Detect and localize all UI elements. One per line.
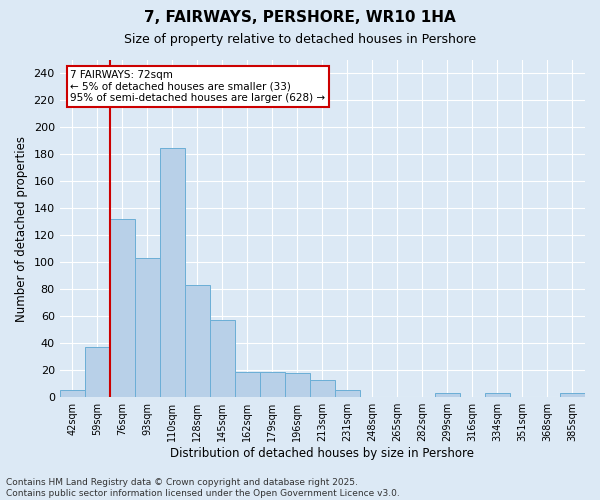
Bar (485, 393, 510, 397)
Text: 7, FAIRWAYS, PERSHORE, WR10 1HA: 7, FAIRWAYS, PERSHORE, WR10 1HA (144, 10, 456, 25)
Bar (160, 148, 185, 397)
Bar (135, 258, 160, 397)
Text: Contains HM Land Registry data © Crown copyright and database right 2025.
Contai: Contains HM Land Registry data © Crown c… (6, 478, 400, 498)
Bar (435, 393, 460, 397)
Bar (110, 219, 135, 397)
Bar (260, 372, 285, 397)
Y-axis label: Number of detached properties: Number of detached properties (15, 136, 28, 322)
Text: Size of property relative to detached houses in Pershore: Size of property relative to detached ho… (124, 32, 476, 46)
Bar (285, 373, 310, 397)
Bar (59, 390, 85, 397)
Bar (310, 380, 335, 397)
Bar (335, 390, 360, 397)
Bar (210, 320, 235, 397)
Bar (560, 393, 585, 397)
Bar (235, 372, 260, 397)
X-axis label: Distribution of detached houses by size in Pershore: Distribution of detached houses by size … (170, 447, 475, 460)
Text: 7 FAIRWAYS: 72sqm
← 5% of detached houses are smaller (33)
95% of semi-detached : 7 FAIRWAYS: 72sqm ← 5% of detached house… (70, 70, 325, 103)
Bar (85, 348, 110, 397)
Bar (185, 286, 210, 397)
